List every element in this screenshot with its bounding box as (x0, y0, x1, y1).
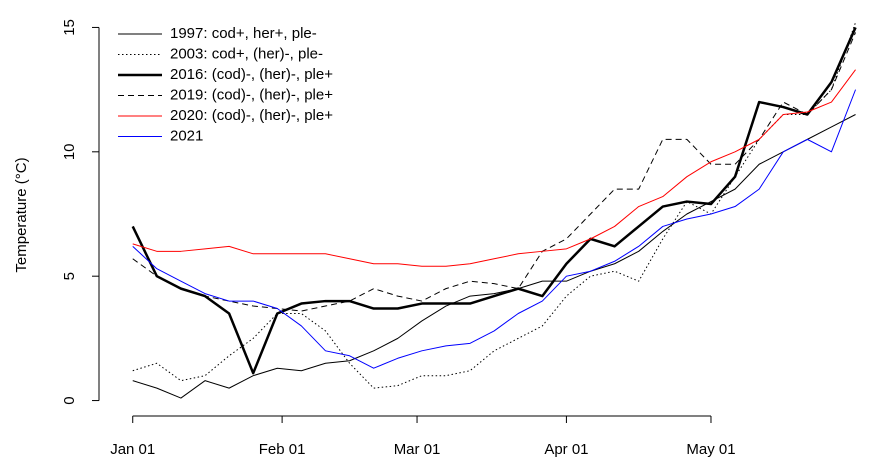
x-tick-label: Apr 01 (544, 441, 588, 458)
legend-label: 2019: (cod)-, (her)-, ple+ (170, 86, 333, 103)
series-line (132, 114, 856, 399)
x-tick-label: Mar 01 (394, 441, 441, 458)
y-tick-label: 10 (61, 143, 78, 160)
legend-label: 2003: cod+, (her)-, ple- (170, 45, 323, 62)
series-line (132, 32, 857, 312)
legend-label: 1997: cod+, her+, ple- (170, 25, 317, 42)
y-tick-label: 15 (61, 19, 78, 36)
y-tick-label: 0 (61, 396, 78, 404)
series-line (132, 69, 856, 267)
x-tick-label: May 01 (686, 441, 735, 458)
series-line (131, 26, 857, 375)
x-tick-label: Jan 01 (110, 441, 155, 458)
legend-label: 2021 (170, 127, 203, 144)
y-tick-label: 5 (61, 272, 78, 280)
x-tick-label: Feb 01 (259, 441, 306, 458)
series-line (132, 89, 857, 369)
legend-label: 2016: (cod)-, (her)-, ple+ (170, 66, 333, 83)
legend-label: 2020: (cod)-, (her)-, ple+ (170, 107, 333, 124)
y-axis-label: Temperature (°C) (13, 157, 30, 272)
